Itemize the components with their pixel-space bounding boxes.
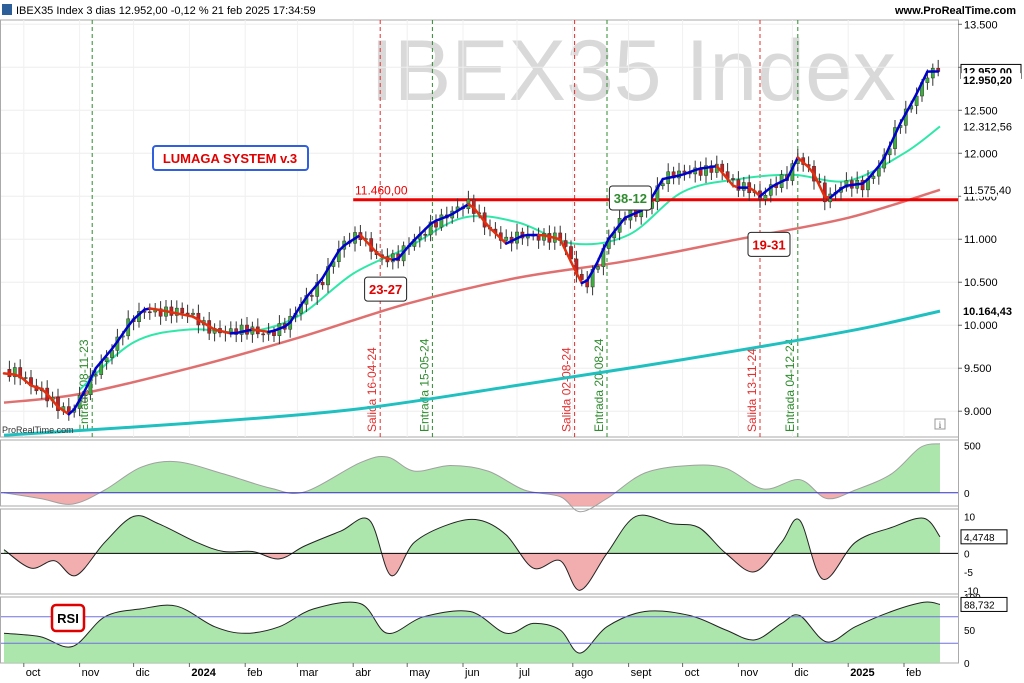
price-tick-label: 10.000: [964, 320, 998, 332]
time-tick-label: sept: [631, 667, 652, 679]
price-tag-4: 11.575,40: [963, 185, 1011, 197]
candle-body: [931, 68, 934, 78]
price-tick-label: 13.500: [964, 19, 998, 31]
candle-body: [537, 236, 540, 240]
candle-body: [424, 234, 427, 235]
time-tick-label: may: [409, 667, 430, 679]
time-tick-label: oct: [685, 667, 700, 679]
chart-logo-icon: [2, 4, 12, 15]
osc2-value-tag: 4,4748: [964, 533, 995, 544]
time-tick-label: 2025: [850, 667, 874, 679]
watermark-text: IBEX35 Index: [370, 23, 896, 119]
time-tick-label: jul: [518, 667, 530, 679]
candle-body: [926, 78, 929, 83]
annotation-text-0: 23-27: [369, 282, 402, 297]
osc2-tick-label: 10: [964, 512, 976, 523]
candle-body: [596, 267, 599, 270]
price-tick-label: 10.500: [964, 277, 998, 289]
price-tick-label: 9.000: [964, 406, 992, 418]
candle-body: [661, 184, 664, 186]
resistance-label: 11.460,00: [355, 184, 408, 198]
osc1-tick-label: 500: [964, 442, 981, 453]
chart-header-title: IBEX35 Index 3 dias 12.952,00 -0,12 % 21…: [16, 5, 316, 17]
price-tag-3: 12.312,56: [963, 121, 1012, 133]
rsi-value-tag: 88,732: [964, 600, 995, 611]
candle-body: [440, 215, 443, 227]
time-tick-label: nov: [740, 667, 758, 679]
annotation-text-1: 38-12: [614, 191, 647, 206]
time-tick-label: feb: [906, 667, 921, 679]
signal-label-2: Entrada 15-05-24: [417, 338, 431, 432]
price-tick-label: 11.000: [964, 234, 997, 246]
time-tick-label: dic: [794, 667, 809, 679]
time-tick-label: ago: [575, 667, 593, 679]
info-icon[interactable]: i: [935, 419, 945, 430]
price-tag-2: 12.950,20: [963, 75, 1012, 87]
system-label-box: LUMAGA SYSTEM v.3: [153, 146, 308, 170]
osc2-tick-label: -5: [964, 568, 973, 579]
price-tick-label: 12.500: [964, 105, 998, 117]
time-tick-label: feb: [247, 667, 262, 679]
time-tick-label: jun: [464, 667, 480, 679]
price-tag-5: 10.164,43: [963, 306, 1012, 318]
candle-body: [181, 308, 184, 313]
credit-text: ProRealTime.com: [2, 425, 74, 435]
chart-header-site: www.ProRealTime.com: [894, 5, 1016, 17]
time-tick-label: nov: [82, 667, 100, 679]
time-tick-label: dic: [136, 667, 151, 679]
signal-label-3: Salida 02-08-24: [560, 347, 574, 432]
candle-body: [262, 334, 265, 335]
candle-body: [148, 312, 151, 313]
candle-body: [505, 237, 508, 240]
signal-label-5: Salida 13-11-24: [745, 348, 759, 432]
osc2-tick-label: 0: [964, 549, 970, 560]
candle-body: [24, 378, 27, 379]
rsi-label-text: RSI: [57, 611, 79, 626]
annotation-text-2: 19-31: [752, 237, 785, 252]
candle-body: [191, 313, 194, 314]
signal-label-6: Entrada 04-12-24: [783, 338, 797, 432]
osc1-tick-label: 0: [964, 489, 970, 500]
candle-body: [321, 282, 324, 285]
time-tick-label: oct: [26, 667, 41, 679]
price-tick-label: 12.000: [964, 148, 998, 160]
candle-body: [67, 407, 70, 413]
rsi-label-box: RSI: [52, 605, 84, 631]
time-tick-label: abr: [355, 667, 371, 679]
rsi-tick-label: 0: [964, 659, 970, 670]
time-tick-label: 2024: [191, 667, 216, 679]
signal-label-1: Salida 16-04-24: [365, 347, 379, 432]
candle-body: [229, 329, 232, 332]
time-tick-label: mar: [299, 667, 318, 679]
system-label-text: LUMAGA SYSTEM v.3: [163, 151, 297, 166]
candle-body: [764, 195, 767, 199]
price-tick-label: 9.500: [964, 363, 992, 375]
candle-body: [872, 176, 875, 178]
candle-body: [94, 375, 97, 376]
candle-body: [731, 178, 734, 179]
rsi-tick-label: 50: [964, 626, 976, 637]
signal-label-4: Entrada 20-08-24: [592, 338, 606, 432]
candle-body: [310, 295, 313, 296]
